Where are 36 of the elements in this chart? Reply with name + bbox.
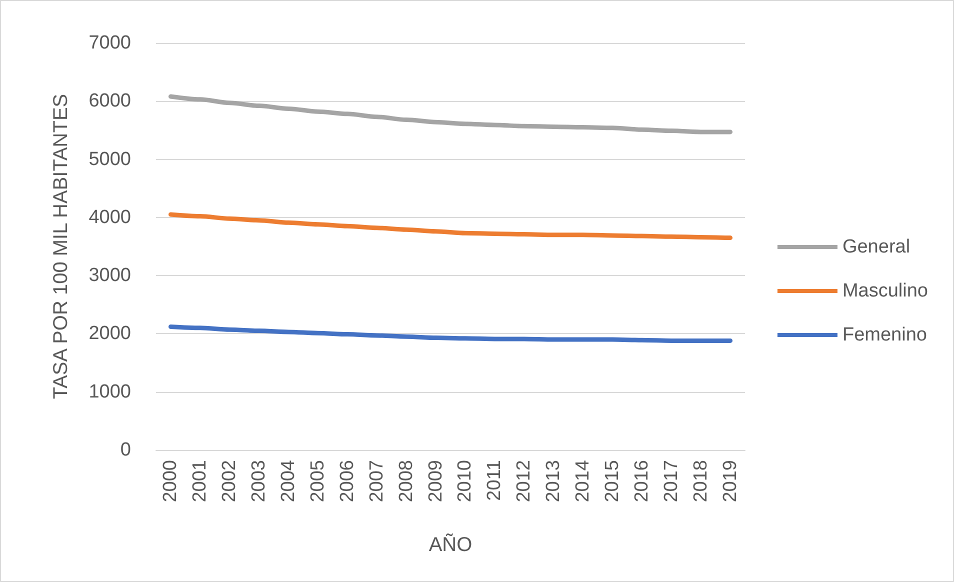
- x-tick-label: 2002: [219, 460, 240, 502]
- x-tick-label: 2000: [160, 460, 182, 502]
- x-tick-label: 2006: [336, 460, 358, 502]
- y-tick-label: 3000: [88, 265, 131, 286]
- y-tick-label: 7000: [88, 32, 131, 54]
- x-tick-label: 2004: [278, 460, 300, 502]
- x-tick-label: 2012: [514, 460, 535, 502]
- legend-label: Femenino: [842, 324, 927, 346]
- y-tick-label: 6000: [88, 90, 131, 112]
- y-tick-label: 1000: [88, 381, 131, 402]
- x-tick-label: 2007: [366, 460, 388, 502]
- x-tick-label: 2003: [248, 460, 270, 502]
- y-tick-label: 4000: [88, 206, 131, 228]
- x-tick-label: 2011: [484, 460, 506, 501]
- y-tick-label: 5000: [88, 148, 131, 170]
- x-tick-label: 2017: [660, 460, 682, 502]
- y-axis-title: TASA POR 100 MIL HABITANTES: [50, 94, 72, 400]
- x-tick-label: 2001: [190, 460, 211, 502]
- legend-label: General: [842, 236, 910, 258]
- x-tick-label: 2010: [454, 460, 476, 502]
- legend-label: Masculino: [842, 280, 928, 302]
- x-tick-label: 2015: [602, 460, 623, 502]
- x-tick-label: 2009: [425, 460, 446, 502]
- line-series: [168, 324, 733, 343]
- x-tick-label: 2018: [690, 460, 712, 502]
- x-tick-label: 2005: [307, 460, 328, 502]
- x-tick-label: 2014: [572, 460, 594, 502]
- line-series: [168, 94, 733, 134]
- x-axis-title: AÑO: [428, 533, 472, 556]
- x-tick-label: 2013: [543, 460, 564, 502]
- line-series: [168, 212, 733, 240]
- y-tick-label: 0: [120, 440, 131, 460]
- x-tick-label: 2016: [631, 460, 652, 502]
- x-tick-label: 2019: [720, 460, 741, 502]
- y-tick-label: 2000: [88, 323, 131, 344]
- x-tick-label: 2008: [396, 460, 417, 502]
